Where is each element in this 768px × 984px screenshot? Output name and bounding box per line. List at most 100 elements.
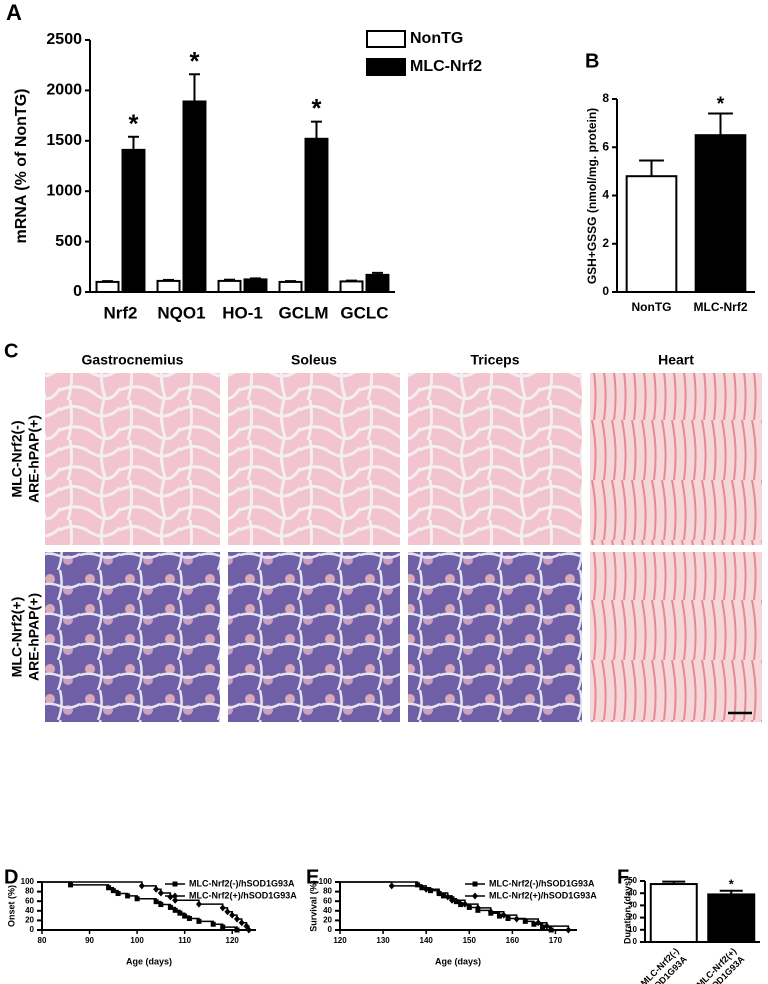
- x-tick-label: 100: [130, 936, 144, 945]
- marker: [186, 915, 192, 921]
- x-tick-label: GCLC: [340, 303, 388, 322]
- marker: [158, 902, 164, 908]
- y-tick-label: 40: [25, 906, 34, 915]
- y-axis-label: Duration (days): [622, 878, 632, 944]
- marker: [196, 918, 202, 924]
- marker: [167, 904, 173, 910]
- marker: [565, 926, 572, 934]
- y-tick-label: 6: [602, 139, 609, 153]
- marker: [500, 911, 507, 919]
- x-axis-label: Age (days): [435, 956, 481, 966]
- annotation: *: [128, 110, 138, 138]
- panel-letter: A: [6, 0, 22, 25]
- marker: [115, 891, 121, 897]
- bar: [304, 137, 329, 293]
- step-line: [42, 881, 238, 930]
- x-tick-label: NonTG: [632, 300, 672, 314]
- x-tick-label: 120: [226, 936, 240, 945]
- marker: [172, 892, 178, 900]
- marker: [134, 896, 140, 902]
- marker: [472, 881, 478, 887]
- y-tick-label: 0: [602, 284, 609, 298]
- y-tick-label: 80: [323, 887, 332, 896]
- marker: [233, 915, 240, 923]
- marker: [496, 913, 502, 919]
- legend-label: NonTG: [410, 30, 463, 47]
- column-label: Triceps: [470, 352, 519, 368]
- y-tick-label: 30: [628, 901, 637, 910]
- x-tick-label: 140: [420, 936, 434, 945]
- marker: [466, 904, 472, 910]
- panel-letter: E: [306, 866, 319, 888]
- marker: [427, 888, 433, 894]
- micrograph: [228, 552, 400, 722]
- marker: [157, 889, 164, 897]
- marker: [110, 888, 116, 894]
- micrograph: [45, 373, 220, 545]
- y-tick-label: 20: [25, 916, 34, 925]
- bar: [339, 280, 364, 293]
- x-tick-label: GCLM: [278, 303, 328, 322]
- marker: [125, 893, 131, 899]
- x-tick-label: 160: [506, 936, 520, 945]
- y-tick-label: 50: [628, 876, 637, 885]
- y-axis-label: mRNA (% of NonTG): [13, 89, 30, 244]
- y-tick-label: 60: [25, 896, 34, 905]
- y-tick-label: 40: [323, 906, 332, 915]
- legend-label: MLC-Nrf2(+)/hSOD1G93A: [489, 890, 597, 900]
- y-axis-label: Survival (%): [308, 880, 318, 932]
- y-tick-label: 1500: [46, 132, 82, 149]
- y-tick-label: 0: [633, 937, 638, 946]
- y-tick-label: 0: [73, 283, 82, 300]
- marker: [388, 882, 395, 890]
- marker: [172, 907, 178, 913]
- panel-letter: F: [617, 866, 629, 888]
- marker: [210, 921, 216, 927]
- marker: [522, 918, 528, 924]
- annotation: *: [717, 94, 725, 115]
- marker: [229, 911, 236, 919]
- marker: [177, 910, 183, 916]
- marker: [68, 882, 74, 888]
- bar: [625, 175, 678, 293]
- y-axis-label: GSH+GSSG (nmol/mg. protein): [585, 108, 599, 284]
- marker: [543, 922, 550, 930]
- marker: [444, 893, 451, 901]
- bar: [649, 883, 698, 943]
- marker: [472, 892, 478, 900]
- x-tick-label: 80: [38, 936, 47, 945]
- marker: [219, 904, 226, 912]
- panel-letter: C: [4, 340, 18, 362]
- x-tick-label: NQO1: [157, 303, 205, 322]
- column-label: Soleus: [291, 352, 337, 368]
- x-tick-label: Nrf2: [103, 303, 137, 322]
- marker: [234, 927, 240, 933]
- marker: [182, 913, 188, 919]
- marker: [238, 919, 245, 927]
- y-tick-label: 40: [628, 888, 637, 897]
- bar: [278, 280, 303, 294]
- x-tick-label: 150: [463, 936, 477, 945]
- legend-label: MLC-Nrf2(-)/hSOD1G93A: [489, 878, 595, 888]
- marker: [224, 908, 231, 916]
- bar: [365, 273, 390, 294]
- y-tick-label: 2000: [46, 82, 82, 99]
- column-label: Gastrocnemius: [82, 352, 184, 368]
- bar: [217, 279, 242, 293]
- y-tick-label: 2: [602, 236, 609, 250]
- marker: [474, 904, 481, 912]
- bar: [243, 278, 268, 293]
- y-tick-label: 100: [319, 877, 333, 886]
- micrograph: [408, 552, 582, 722]
- marker: [440, 893, 446, 899]
- micrograph: [408, 373, 582, 545]
- marker: [419, 885, 425, 891]
- y-axis-label: Onset (%): [6, 885, 16, 927]
- panel-letter: D: [4, 866, 18, 888]
- legend-swatch: [366, 58, 406, 76]
- y-tick-label: 20: [628, 913, 637, 922]
- bar: [121, 148, 146, 293]
- micrograph: [228, 373, 400, 545]
- legend-label: MLC-Nrf2(+)/hSOD1G93A: [189, 890, 297, 900]
